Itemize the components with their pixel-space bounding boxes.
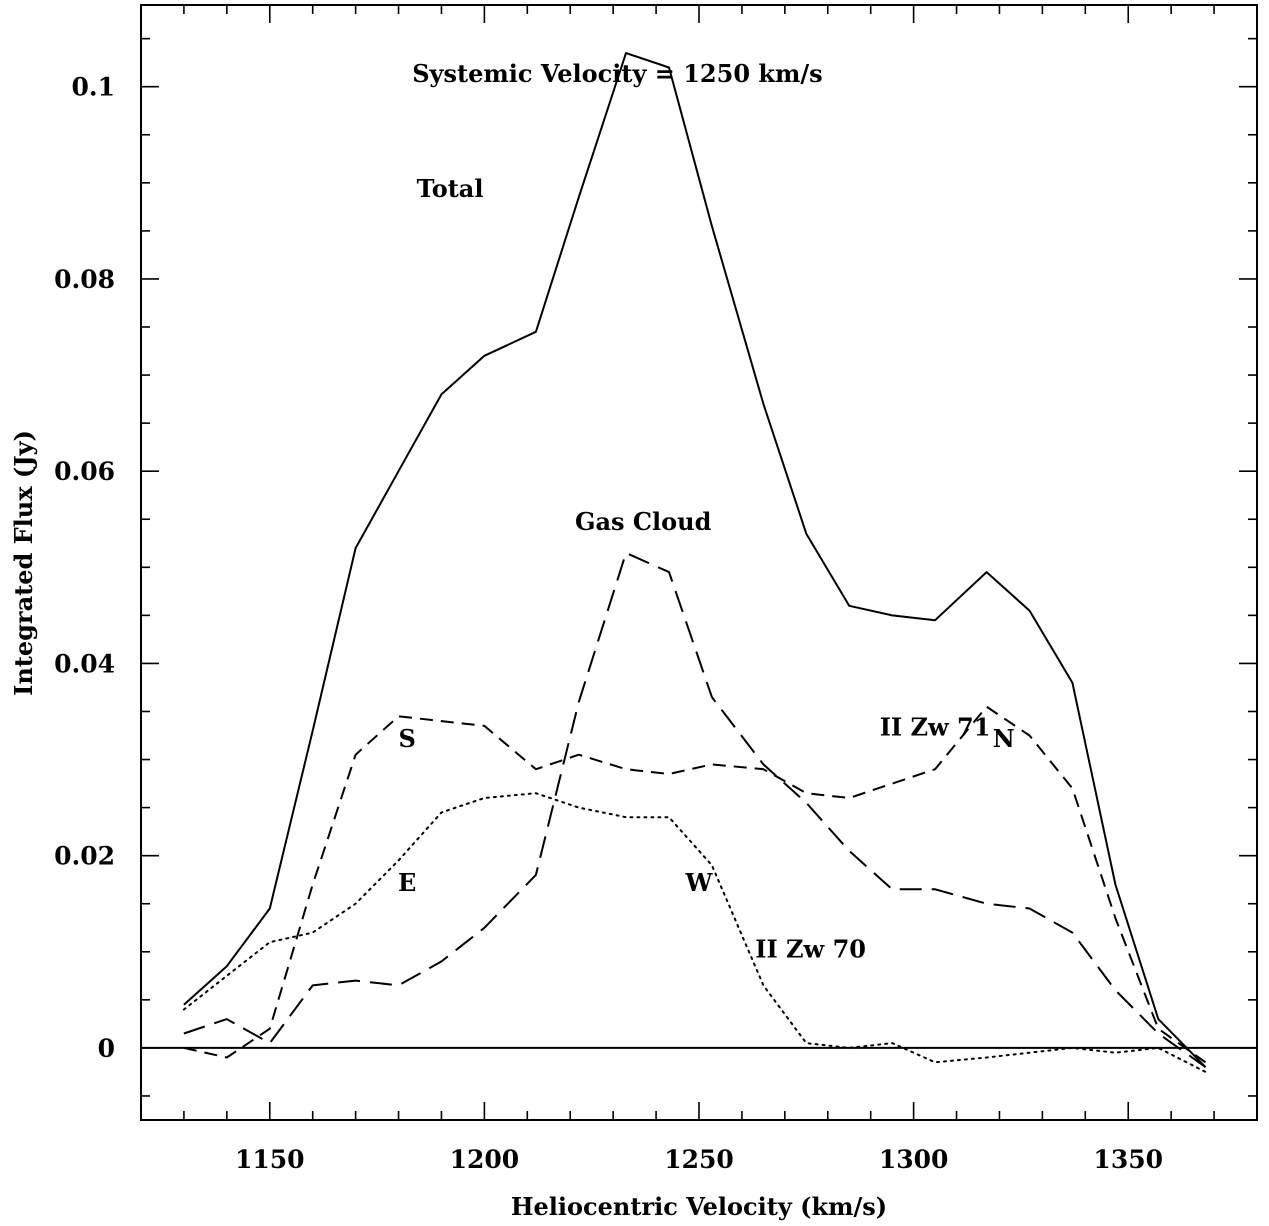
x-tick-label: 1200: [450, 1145, 520, 1174]
y-tick-label: 0.04: [54, 649, 115, 678]
annotation-label: E: [398, 868, 416, 897]
annotation-label: S: [398, 724, 415, 753]
x-axis-title: Heliocentric Velocity (km/s): [511, 1192, 887, 1221]
series-line-solid: [183, 52, 1207, 1068]
annotation-label: N: [993, 724, 1015, 753]
x-tick-label: 1150: [235, 1145, 305, 1174]
annotation-label: W: [685, 868, 714, 897]
series-line-short-dash: [183, 705, 1207, 1064]
annotations: Systemic Velocity = 1250 km/s Total Gas Cl…: [398, 59, 1015, 964]
x-tick-label: 1250: [664, 1145, 734, 1174]
y-axis-title: Integrated Flux (Jy): [9, 430, 38, 696]
series-line-dotted: [182, 792, 1207, 1073]
axis-ticks: [141, 5, 1257, 1120]
series-line-long-dash: [183, 551, 1207, 1068]
annotation-label: Systemic Velocity = 1250 km/s: [412, 59, 822, 88]
y-tick-label: 0: [98, 1034, 115, 1063]
axis-tick-labels: 1150 1200 1250 1300 1350 0 0.02 0.04 0.06 0.08 0.1: [54, 73, 1163, 1174]
annotation-label: Total: [417, 174, 484, 203]
y-tick-label: 0.02: [54, 842, 115, 871]
plot-frame: [140, 4, 1258, 1121]
y-tick-label: 0.06: [54, 457, 115, 486]
x-tick-label: 1350: [1093, 1145, 1163, 1174]
series-layer: [182, 52, 1207, 1073]
x-tick-label: 1300: [879, 1145, 949, 1174]
annotation-label: II Zw 70: [755, 935, 866, 964]
annotation-label: Gas Cloud: [575, 507, 712, 536]
y-tick-label: 0.1: [72, 73, 116, 102]
annotation-label: II Zw 71: [880, 713, 991, 742]
y-tick-label: 0.08: [54, 265, 115, 294]
